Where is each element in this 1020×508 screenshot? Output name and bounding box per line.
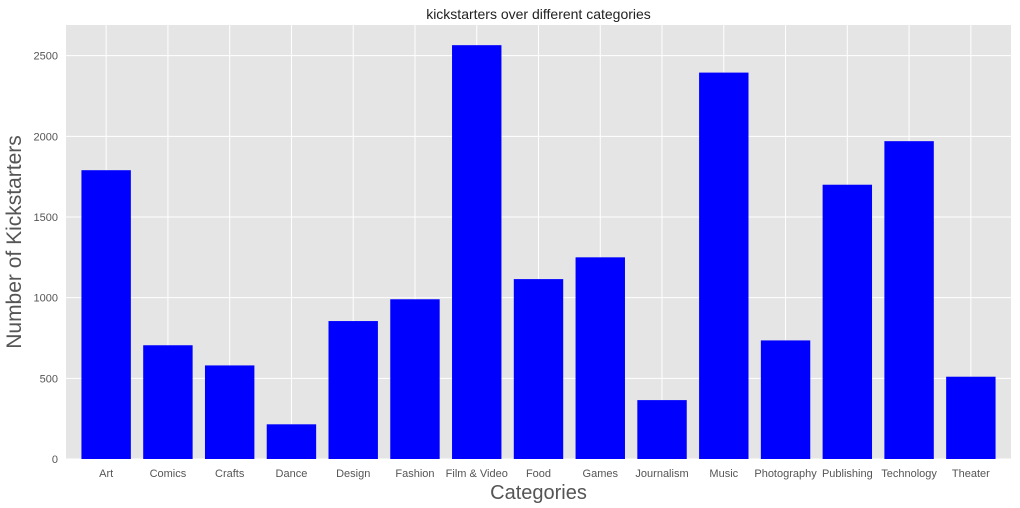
- x-tick-label: Publishing: [822, 468, 873, 480]
- y-tick-label: 2500: [34, 51, 58, 63]
- x-tick-label: Comics: [150, 468, 187, 480]
- bar: [946, 376, 996, 459]
- bar: [699, 72, 749, 460]
- bar: [822, 184, 873, 459]
- x-tick-label: Journalism: [635, 468, 688, 480]
- x-tick-label: Theater: [952, 468, 990, 480]
- x-tick-label: Photography: [754, 468, 817, 480]
- x-tick-label: Art: [99, 468, 113, 480]
- y-tick-label: 1000: [34, 293, 58, 305]
- y-tick-label: 1500: [34, 212, 58, 224]
- x-tick-label: Games: [583, 468, 619, 480]
- y-tick-label: 0: [52, 454, 58, 466]
- x-tick-label: Design: [336, 468, 370, 480]
- x-tick-label: Music: [709, 468, 738, 480]
- bars: [81, 45, 996, 460]
- x-tick-label: Food: [526, 468, 551, 480]
- x-tick-label: Dance: [276, 468, 308, 480]
- bar: [452, 45, 502, 459]
- bar: [204, 365, 255, 459]
- x-tick-label: Crafts: [215, 468, 245, 480]
- bar: [760, 340, 811, 459]
- y-tick-label: 2000: [34, 131, 58, 143]
- y-tick-label: 500: [40, 373, 58, 385]
- x-tick-label: Technology: [881, 468, 937, 480]
- bar: [328, 321, 378, 459]
- x-axis-label: Categories: [490, 482, 587, 504]
- bar: [637, 400, 687, 459]
- x-tick-label: Fashion: [395, 468, 434, 480]
- bar: [513, 279, 564, 459]
- x-axis-ticks: Art Comics Crafts Dance Design Fashion Film & …: [99, 468, 990, 480]
- chart-title: kickstarters over different categories: [426, 6, 651, 22]
- bar: [81, 170, 131, 459]
- bar: [266, 424, 317, 459]
- y-axis-ticks: 0 500 1000 1500 2000 2500: [34, 51, 58, 466]
- y-axis-label: Number of Kickstarters: [3, 135, 26, 349]
- bar: [143, 345, 193, 459]
- bar: [390, 299, 440, 459]
- bar: [575, 257, 625, 459]
- bar: [884, 141, 934, 459]
- x-tick-label: Film & Video: [446, 468, 508, 480]
